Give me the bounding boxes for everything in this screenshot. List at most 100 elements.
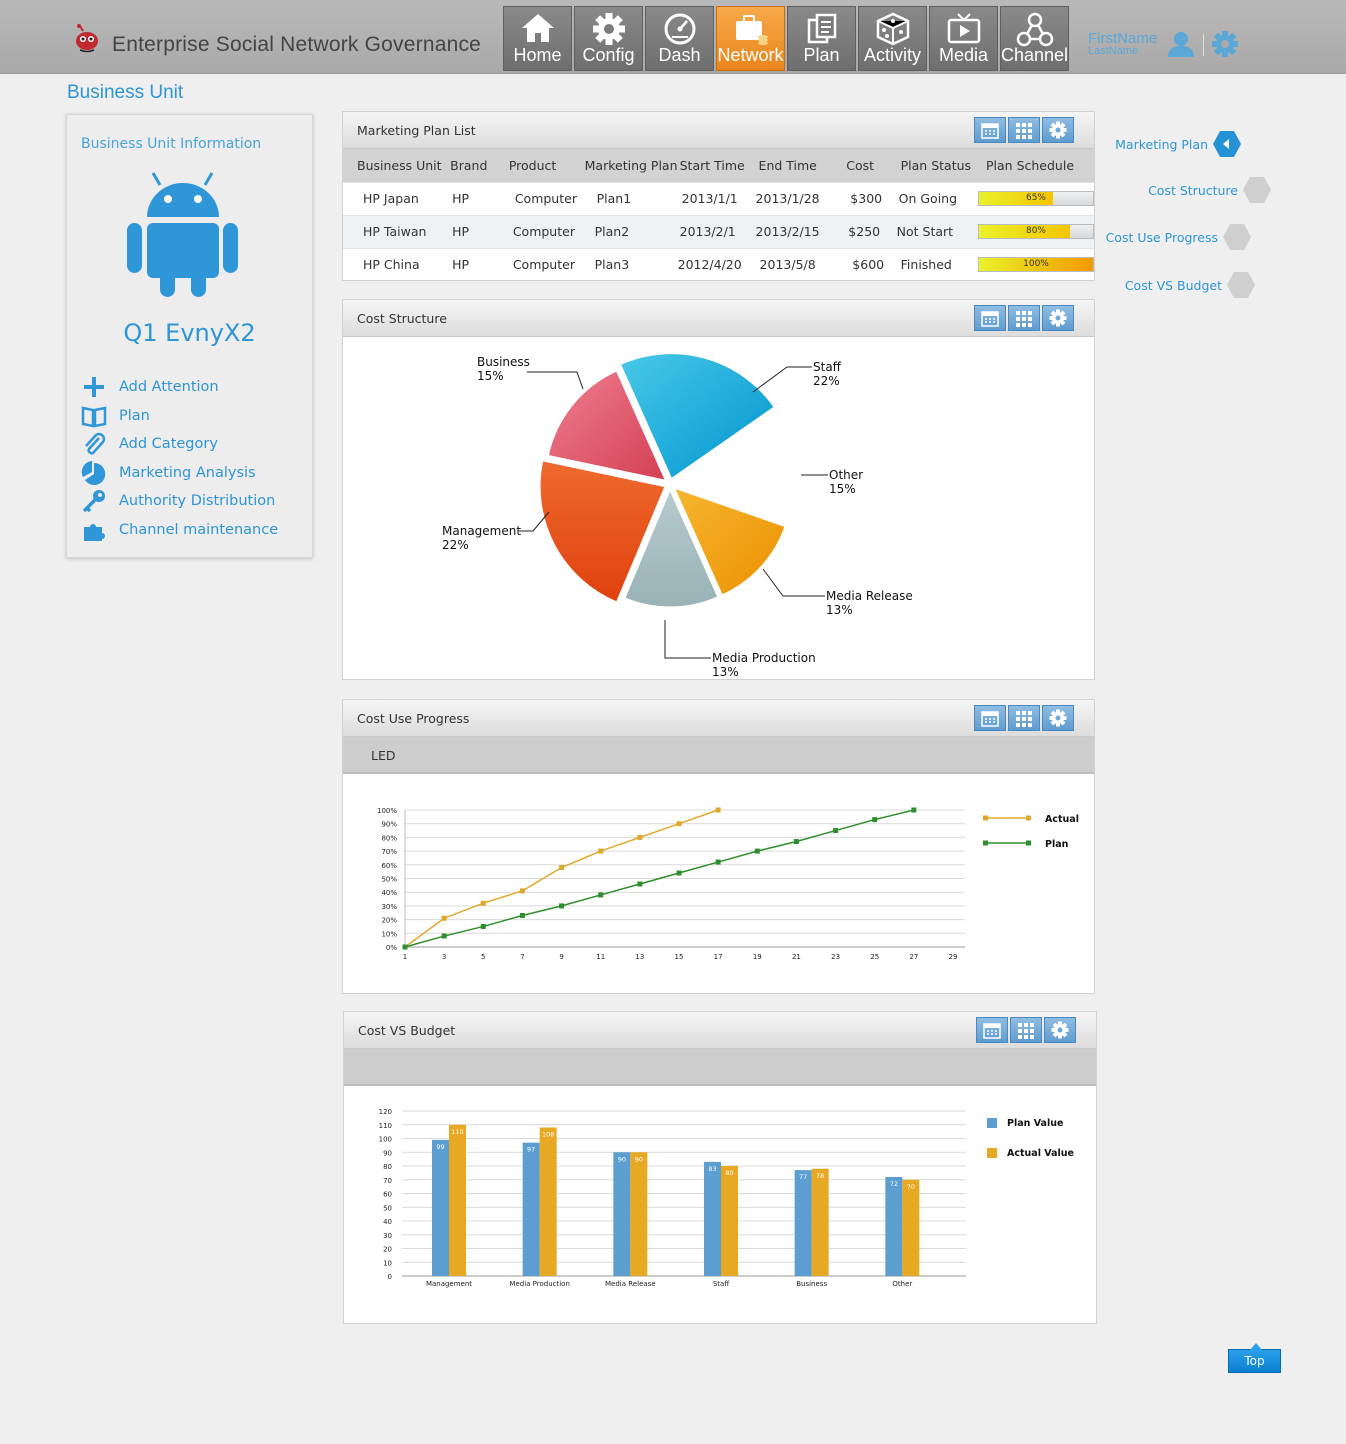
table-row[interactable]: HP China HP Computer Plan3 2012/4/20 201… [343,247,1094,281]
cell-status: On Going [890,181,978,215]
cell-plan[interactable]: Plan3 [578,247,678,281]
data-point [441,915,447,921]
menu-add-category[interactable]: Add Category [81,430,278,459]
data-point [402,944,408,950]
column-header[interactable]: Product [500,149,579,182]
pie-value-label: 15% [477,369,504,383]
column-header[interactable]: End Time [755,149,833,182]
nav-activity[interactable]: Activity [858,6,927,71]
pie-slice-media-release [671,485,787,597]
pie-leader-line [664,620,711,659]
calendar-button[interactable] [974,705,1006,731]
nav-network[interactable]: Network [716,6,785,71]
legend-label: Actual Value [1007,1148,1074,1159]
nav-channel[interactable]: Channel [1000,6,1069,71]
pie-value-label: 15% [829,482,856,496]
column-header[interactable]: Business Unit [343,149,451,182]
bar-plan-value [794,1170,812,1276]
calendar-button[interactable] [974,305,1006,331]
grid-icon [1018,1022,1034,1039]
paperclip-icon [85,433,106,455]
panel-settings-button[interactable] [1042,705,1074,731]
book-icon [81,406,107,428]
user-avatar-icon[interactable] [1166,31,1196,57]
anchor-cost-vs-budget[interactable]: Cost VS Budget [1125,271,1256,299]
grid-button[interactable] [1010,1017,1042,1043]
y-tick-label: 40 [383,1218,392,1226]
grid-button[interactable] [1008,305,1040,331]
grid-button[interactable] [1008,705,1040,731]
column-header[interactable]: Cost [832,149,891,182]
column-header[interactable]: Plan Schedule [978,149,1094,182]
column-header[interactable]: Brand [450,149,501,182]
column-header[interactable]: Start Time [677,149,756,182]
settings-gear-icon[interactable] [1211,30,1239,58]
top-bar: Enterprise Social Network Governance Hom… [0,0,1346,74]
main-nav: Home Config Dash Network Plan Activity M… [503,6,1071,71]
legend-swatch [987,1118,997,1128]
android-icon [127,172,238,297]
nav-media[interactable]: Media [929,6,998,71]
bar-value-label: 90 [618,1155,626,1163]
cell-brand: HP [450,247,501,281]
anchor-cost-structure[interactable]: Cost Structure [1148,176,1272,204]
anchor-marketing-plan[interactable]: Marketing Plan [1115,130,1242,158]
nav-home[interactable]: Home [503,6,572,71]
grid-icon [1016,310,1032,327]
header-divider [1203,34,1204,56]
calendar-icon [981,122,999,139]
menu-plan[interactable]: Plan [81,402,278,431]
anchor-cost-use-progress[interactable]: Cost Use Progress [1106,223,1252,251]
data-point [911,807,917,813]
data-point [872,817,878,823]
cell-product: Computer [500,247,579,281]
nav-plan[interactable]: Plan [787,6,856,71]
data-point [598,892,604,898]
gear-icon [1049,709,1067,727]
panel-settings-button[interactable] [1044,1017,1076,1043]
marketing-plan-panel: Marketing Plan List Business Unit Brand … [342,111,1095,281]
legend-label: Actual [1045,814,1079,825]
bar-value-label: 83 [708,1165,716,1173]
menu-channel-maintenance[interactable]: Channel maintenance [81,516,278,545]
gear-icon [1049,309,1067,327]
legend-swatch [987,1148,997,1158]
nav-dash[interactable]: Dash [645,6,714,71]
cell-end: 2013/5/8 [755,247,833,281]
table-row[interactable]: HP Taiwan HP Computer Plan2 2013/2/1 201… [343,214,1094,248]
config-gear-icon [592,13,625,45]
data-point [519,912,525,918]
table-header-row: Business Unit Brand Product Marketing Pl… [343,149,1094,182]
bar-plan-value [432,1139,449,1276]
panel-settings-button[interactable] [1042,305,1074,331]
column-header[interactable]: Plan Status [890,149,978,182]
panel-settings-button[interactable] [1042,117,1074,143]
y-tick-label: 10% [381,930,397,938]
puzzle-icon [84,523,105,541]
bar-actual-value [630,1152,648,1276]
calendar-button[interactable] [974,117,1006,143]
nav-config[interactable]: Config [574,6,643,71]
table-row[interactable]: HP Japan HP Computer Plan1 2013/1/1 2013… [343,181,1094,215]
cell-plan[interactable]: Plan2 [578,214,678,248]
legend-marker [983,815,988,821]
hexagon-active-icon [1213,131,1241,157]
panel-header: Cost Use Progress [343,700,1094,737]
panel-header: Cost VS Budget [344,1012,1096,1049]
grid-button[interactable] [1008,117,1040,143]
menu-authority-distribution[interactable]: Authority Distribution [81,487,278,516]
cost-vs-budget-panel: Cost VS Budget 0 10 20 30 40 50 60 70 80 90 100 110… [343,1011,1097,1324]
pie-value-label: 13% [826,603,853,617]
pie-leader-line [519,511,550,532]
menu-marketing-analysis[interactable]: Marketing Analysis [81,459,278,488]
x-tick-label: 25 [870,953,879,961]
calendar-button[interactable] [976,1017,1008,1043]
back-to-top-button[interactable]: Top [1228,1343,1281,1373]
user-first-name[interactable]: FirstName [1088,30,1158,47]
sub-title: LED [371,748,396,763]
x-tick-label: 17 [714,953,723,961]
menu-add-attention[interactable]: Add Attention [81,373,278,402]
column-header[interactable]: Marketing Plan [578,149,678,182]
cell-plan[interactable]: Plan1 [578,181,678,215]
